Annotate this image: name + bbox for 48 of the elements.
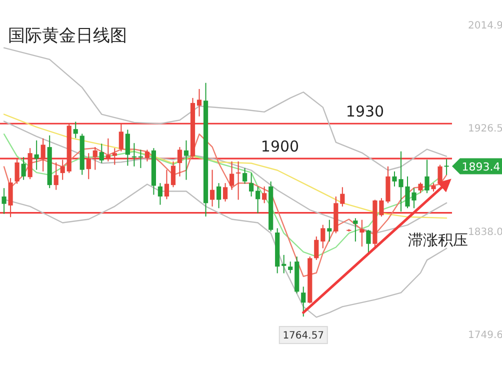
- candlestick: [138, 149, 143, 169]
- candlestick: [21, 156, 26, 180]
- candlestick: [424, 159, 430, 194]
- ref-line-label: 1900: [260, 138, 300, 156]
- candlestick: [229, 160, 234, 190]
- candlestick: [353, 218, 358, 242]
- candlestick: [34, 140, 39, 170]
- text: 1893.4: [462, 160, 500, 174]
- candlestick: [366, 229, 371, 254]
- candlestick: [132, 142, 136, 167]
- candlestick: [314, 236, 319, 260]
- y-tick-label: 1749.6: [468, 330, 502, 341]
- candlestick: [99, 143, 104, 164]
- candlestick: [340, 186, 345, 208]
- candlestick: [210, 169, 215, 208]
- candlestick: [288, 261, 293, 274]
- candlestick: [262, 186, 267, 204]
- candlestick: [164, 169, 170, 200]
- annotation: 滞涨积压: [408, 231, 468, 249]
- y-tick-label: 2014.9: [468, 20, 502, 32]
- candlestick: [360, 219, 364, 248]
- annotation: 1764.57: [282, 330, 324, 342]
- ref-line-label: 1930: [346, 102, 384, 121]
- candlestick: [256, 186, 260, 214]
- candlestick: [158, 182, 163, 206]
- candlestick: [282, 254, 286, 274]
- candlestick: [320, 224, 326, 249]
- candlestick: [2, 188, 6, 214]
- candlestick: [301, 286, 306, 318]
- y-tick-label: 1926.5: [468, 124, 502, 135]
- candlestick: [184, 140, 189, 180]
- candlestick: [222, 182, 228, 202]
- line-series: [3, 120, 448, 234]
- candlestick: [170, 160, 176, 188]
- candlestick: [444, 158, 449, 176]
- candlestick: [418, 182, 423, 194]
- candlestick: [73, 121, 78, 139]
- candlestick: [125, 129, 130, 166]
- candlestick: [196, 88, 202, 117]
- candlestick: [327, 219, 332, 242]
- chart-title: 国际黄金日线图: [8, 26, 127, 46]
- candlestick: [216, 182, 222, 209]
- candlestick: [236, 160, 241, 200]
- candlestick: [54, 162, 58, 190]
- line-series: [3, 47, 448, 171]
- y-tick-label: 1838.0: [468, 226, 502, 238]
- candlestick: [249, 172, 254, 197]
- candlestick: [242, 168, 248, 184]
